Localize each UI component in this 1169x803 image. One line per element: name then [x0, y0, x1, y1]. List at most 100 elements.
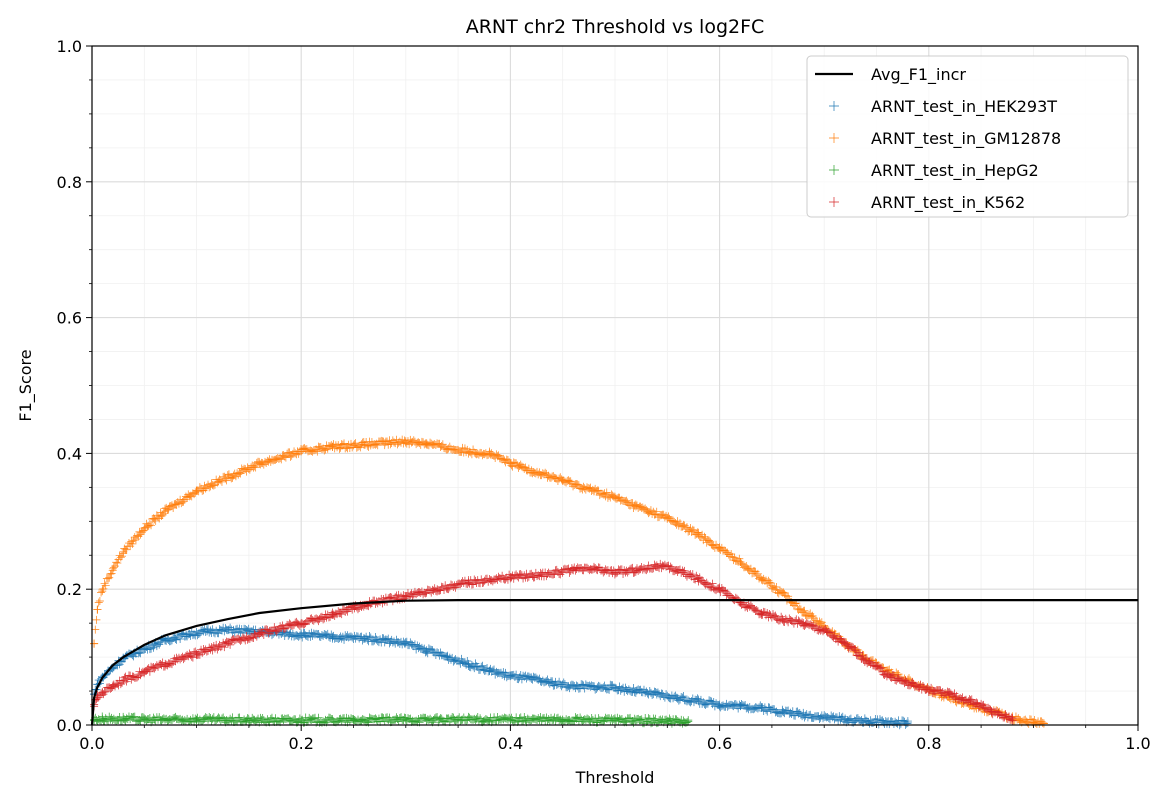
series-marker-ARNT_test_in_HEK293T — [308, 631, 317, 640]
series-marker-ARNT_test_in_GM12878 — [1024, 719, 1033, 728]
series-marker-ARNT_test_in_HepG2 — [279, 716, 288, 725]
series-marker-ARNT_test_in_K562 — [708, 579, 717, 588]
series-marker-ARNT_test_in_GM12878 — [541, 468, 550, 477]
data-point-ARNT_test_in_GM12878 — [140, 524, 149, 533]
series-marker-ARNT_test_in_K562 — [769, 610, 778, 619]
data-point-ARNT_test_in_K562 — [328, 611, 337, 620]
data-point-ARNT_test_in_HEK293T — [527, 674, 536, 683]
series-marker-ARNT_test_in_K562 — [101, 687, 110, 696]
series-marker-ARNT_test_in_K562 — [442, 584, 451, 593]
data-point-ARNT_test_in_HEK293T — [694, 697, 703, 706]
series-marker-ARNT_test_in_GM12878 — [104, 574, 113, 583]
series-marker-ARNT_test_in_GM12878 — [458, 443, 467, 452]
data-point-ARNT_test_in_GM12878 — [119, 547, 128, 556]
series-marker-ARNT_test_in_GM12878 — [637, 503, 646, 512]
series-marker-ARNT_test_in_K562 — [336, 609, 345, 618]
series-marker-ARNT_test_in_HepG2 — [485, 717, 494, 726]
legend-marker-swatch — [829, 165, 839, 175]
data-point-ARNT_test_in_K562 — [966, 697, 975, 706]
data-point-ARNT_test_in_HepG2 — [506, 715, 515, 724]
data-point-ARNT_test_in_GM12878 — [715, 544, 724, 553]
series-marker-ARNT_test_in_K562 — [968, 700, 977, 709]
series-marker-ARNT_test_in_GM12878 — [169, 504, 178, 513]
series-marker-ARNT_test_in_K562 — [600, 567, 609, 576]
data-point-ARNT_test_in_HEK293T — [841, 715, 850, 724]
series-marker-ARNT_test_in_K562 — [501, 575, 510, 584]
series-marker-ARNT_test_in_HepG2 — [281, 714, 290, 723]
series-marker-ARNT_test_in_K562 — [226, 640, 235, 649]
data-point-ARNT_test_in_HEK293T — [182, 630, 191, 639]
series-marker-ARNT_test_in_K562 — [206, 645, 215, 654]
series-marker-ARNT_test_in_GM12878 — [222, 476, 231, 485]
data-point-ARNT_test_in_K562 — [611, 568, 619, 577]
series-marker-ARNT_test_in_K562 — [850, 644, 859, 653]
series-marker-ARNT_test_in_GM12878 — [700, 532, 709, 541]
series-marker-ARNT_test_in_GM12878 — [664, 512, 673, 521]
series-marker-ARNT_test_in_K562 — [688, 570, 697, 579]
series-marker-ARNT_test_in_GM12878 — [545, 473, 554, 482]
data-point-ARNT_test_in_K562 — [506, 572, 515, 581]
series-marker-ARNT_test_in_K562 — [986, 705, 995, 714]
x-tick-label: 1.0 — [1125, 734, 1150, 753]
series-marker-ARNT_test_in_K562 — [855, 648, 864, 657]
series-marker-ARNT_test_in_GM12878 — [245, 465, 254, 474]
series-marker-ARNT_test_in_K562 — [285, 619, 294, 628]
series-marker-ARNT_test_in_HEK293T — [348, 633, 357, 642]
data-point-ARNT_test_in_K562 — [903, 678, 912, 687]
data-point-ARNT_test_in_HepG2 — [244, 716, 253, 725]
series-marker-ARNT_test_in_HepG2 — [560, 717, 569, 726]
series-marker-ARNT_test_in_K562 — [343, 607, 352, 616]
series-marker-ARNT_test_in_HepG2 — [385, 713, 394, 722]
data-point-ARNT_test_in_GM12878 — [255, 459, 264, 468]
data-point-ARNT_test_in_K562 — [862, 656, 871, 665]
series-marker-ARNT_test_in_GM12878 — [765, 578, 774, 587]
series-marker-ARNT_test_in_HEK293T — [749, 705, 758, 714]
series-marker-ARNT_test_in_K562 — [230, 636, 239, 645]
series-marker-ARNT_test_in_K562 — [895, 675, 904, 684]
series-marker-ARNT_test_in_HepG2 — [519, 716, 528, 725]
series-marker-ARNT_test_in_K562 — [234, 634, 243, 643]
legend-item: ARNT_test_in_HepG2 — [829, 161, 1039, 181]
series-marker-ARNT_test_in_HepG2 — [520, 712, 529, 721]
series-marker-ARNT_test_in_HEK293T — [531, 673, 540, 682]
series-marker-ARNT_test_in_K562 — [220, 643, 229, 652]
series-marker-ARNT_test_in_HEK293T — [409, 642, 418, 651]
series-marker-ARNT_test_in_GM12878 — [340, 439, 349, 448]
data-point-ARNT_test_in_HepG2 — [119, 714, 128, 723]
data-point-ARNT_test_in_GM12878 — [1039, 719, 1048, 728]
series-marker-ARNT_test_in_K562 — [877, 663, 886, 672]
series-marker-ARNT_test_in_K562 — [259, 630, 268, 639]
legend-label: ARNT_test_in_HEK293T — [871, 97, 1057, 117]
legend-box — [806, 55, 1129, 218]
data-point-ARNT_test_in_K562 — [297, 619, 306, 628]
legend-label: Avg_F1_incr — [871, 65, 966, 85]
series-marker-ARNT_test_in_GM12878 — [1020, 716, 1029, 725]
series-marker-ARNT_test_in_HEK293T — [327, 630, 336, 639]
x-tick-label: 0.6 — [707, 734, 732, 753]
series-marker-ARNT_test_in_K562 — [392, 591, 401, 600]
series-marker-ARNT_test_in_K562 — [353, 605, 362, 614]
series-marker-ARNT_test_in_GM12878 — [680, 521, 689, 530]
data-point-ARNT_test_in_HEK293T — [422, 646, 431, 655]
series-marker-ARNT_test_in_HepG2 — [636, 715, 645, 724]
series-marker-ARNT_test_in_HEK293T — [874, 720, 883, 729]
series-marker-ARNT_test_in_HEK293T — [186, 631, 195, 640]
series-marker-ARNT_test_in_GM12878 — [100, 579, 109, 588]
series-marker-ARNT_test_in_HEK293T — [653, 688, 662, 697]
data-point-ARNT_test_in_K562 — [799, 619, 808, 628]
x-tick-label: 0.4 — [498, 734, 523, 753]
series-marker-ARNT_test_in_K562 — [732, 594, 741, 603]
series-marker-ARNT_test_in_K562 — [450, 581, 459, 590]
data-point-ARNT_test_in_GM12878 — [485, 449, 494, 458]
series-marker-ARNT_test_in_K562 — [215, 640, 224, 649]
series-marker-ARNT_test_in_GM12878 — [94, 598, 103, 607]
series-marker-ARNT_test_in_K562 — [972, 698, 981, 707]
series-marker-ARNT_test_in_HEK293T — [660, 693, 669, 702]
data-point-ARNT_test_in_K562 — [841, 639, 850, 648]
series-marker-ARNT_test_in_HEK293T — [869, 719, 878, 728]
series-marker-ARNT_test_in_K562 — [741, 603, 750, 612]
series-marker-ARNT_test_in_HepG2 — [644, 714, 653, 723]
series-marker-ARNT_test_in_HEK293T — [603, 685, 612, 694]
data-point-ARNT_test_in_HepG2 — [663, 716, 672, 725]
data-point-ARNT_test_in_GM12878 — [590, 486, 599, 495]
